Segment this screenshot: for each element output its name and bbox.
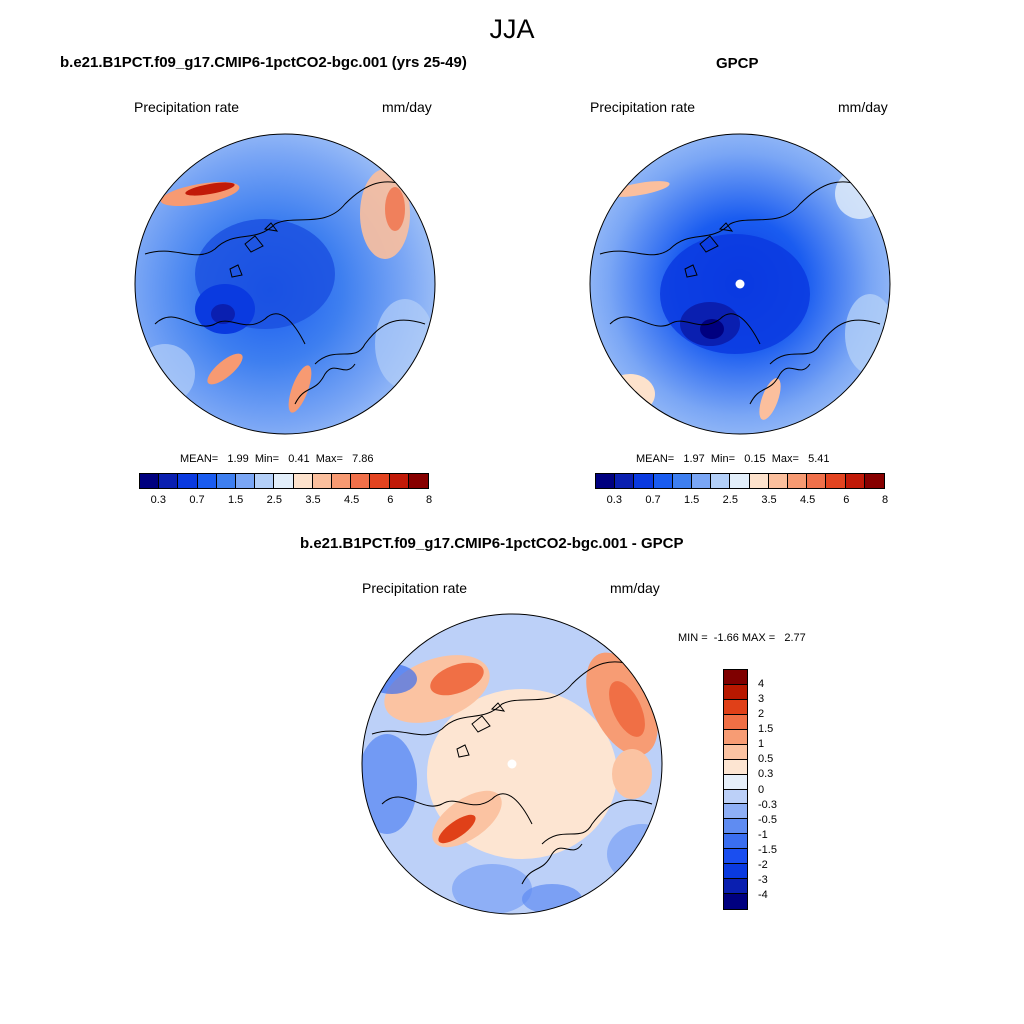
obs-colorbar-tick-label: 6 [843, 494, 850, 506]
obs-polar-map [589, 133, 891, 435]
model-colorbar-cell [293, 474, 313, 488]
obs-colorbar-cell [788, 474, 808, 488]
diff-colorbar-cell [724, 879, 747, 895]
model-colorbar-cell [159, 474, 179, 488]
obs-colorbar-cell [692, 474, 712, 488]
model-colorbar-tick-label: 4.5 [344, 494, 360, 506]
diff-colorbar-cell [724, 729, 747, 745]
model-colorbar-tick-label: 1.5 [228, 494, 244, 506]
obs-colorbar-cell [730, 474, 750, 488]
diff-colorbar-tick-label: 2 [758, 708, 765, 721]
diff-colorbar-tick-label: -1.5 [758, 843, 777, 856]
diff-colorbar-cell [724, 744, 747, 760]
obs-colorbar-tick-label: 4.5 [800, 494, 816, 506]
diff-colorbar-cell [724, 699, 747, 715]
diff-colorbar-tick-label: -3 [758, 873, 768, 886]
diff-units-label: mm/day [610, 580, 660, 596]
diff-colorbar-cell [724, 789, 747, 805]
obs-colorbar-cell [826, 474, 846, 488]
obs-colorbar-cell [653, 474, 673, 488]
diff-colorbar-cell [724, 894, 747, 909]
obs-colorbar-tick-label: 2.5 [722, 494, 738, 506]
diff-polar-map [361, 613, 663, 915]
model-polar-map [134, 133, 436, 435]
diff-colorbar-cell [724, 834, 747, 850]
obs-colorbar-cell [634, 474, 654, 488]
model-colorbar-cell [274, 474, 294, 488]
obs-colorbar-ticks: 0.3 0.7 1.5 2.5 3.5 4.5 6 8 [595, 494, 889, 508]
model-colorbar-cell [255, 474, 275, 488]
obs-colorbar-cell [615, 474, 635, 488]
model-colorbar-cell [197, 474, 217, 488]
diff-colorbar-tick-label: 0 [758, 783, 765, 796]
model-colorbar-cell [178, 474, 198, 488]
diff-colorbar-cell [724, 684, 747, 700]
diff-colorbar-cell [724, 804, 747, 820]
obs-colorbar-tick-label: 1.5 [684, 494, 700, 506]
diff-colorbar-cell [724, 759, 747, 775]
model-colorbar-tick-label: 2.5 [266, 494, 282, 506]
obs-colorbar-cell [768, 474, 788, 488]
diff-minmax-text: MIN = -1.66 MAX = 2.77 [678, 632, 806, 644]
diff-colorbar-ticks: -4 -3 -2 -1.5 -1 -0.5 -0.3 0 0.3 0.5 1 1.5 2 3 4 [758, 669, 798, 910]
diff-colorbar-tick-label: -4 [758, 888, 768, 901]
model-colorbar-cell [312, 474, 332, 488]
model-colorbar-tick-label: 0.7 [189, 494, 205, 506]
obs-variable-label: Precipitation rate [590, 99, 696, 115]
model-colorbar-tick-label: 8 [425, 494, 433, 506]
obs-units-label: mm/day [838, 99, 888, 115]
diff-colorbar-tick-label: -0.3 [758, 798, 777, 811]
model-colorbar-cell [216, 474, 236, 488]
figure-season-title: JJA [489, 14, 535, 44]
model-colorbar-cell [332, 474, 352, 488]
obs-colorbar-cell [864, 474, 884, 488]
model-stats-text: MEAN= 1.99 Min= 0.41 Max= 7.86 [180, 453, 374, 465]
diff-colorbar-cell [724, 819, 747, 835]
diff-colorbar-tick-label: 4 [758, 678, 765, 691]
model-units-label: mm/day [382, 99, 432, 115]
diff-colorbar-tick-label: -1 [758, 828, 768, 841]
obs-colorbar-tick-label: 0.3 [606, 494, 622, 506]
obs-colorbar-cell [749, 474, 769, 488]
diff-colorbar-tick-label: 1 [758, 738, 765, 751]
model-colorbar-tick-label: 0.3 [150, 494, 166, 506]
diff-colorbar-tick-label: -2 [758, 858, 768, 871]
obs-colorbar-cell [672, 474, 692, 488]
diff-panel-title: b.e21.B1PCT.f09_g17.CMIP6-1pctCO2-bgc.00… [300, 535, 684, 552]
diff-colorbar-tick-label: 0.5 [758, 753, 774, 766]
diff-colorbar-cell [724, 714, 747, 730]
model-colorbar-cell [370, 474, 390, 488]
obs-colorbar-tick-label: 3.5 [761, 494, 777, 506]
obs-colorbar-tick-label: 8 [881, 494, 889, 506]
model-panel-title: b.e21.B1PCT.f09_g17.CMIP6-1pctCO2-bgc.00… [60, 54, 467, 71]
obs-stats-text: MEAN= 1.97 Min= 0.15 Max= 5.41 [636, 453, 830, 465]
diff-colorbar [723, 669, 748, 910]
diff-colorbar-tick-label: 3 [758, 693, 765, 706]
diff-colorbar-cell [724, 774, 747, 790]
diff-colorbar-tick-label: -0.5 [758, 813, 777, 826]
diff-colorbar-cell [724, 864, 747, 880]
diff-colorbar-cell [724, 849, 747, 865]
diff-colorbar-tick-label: 0.3 [758, 768, 774, 781]
obs-colorbar [595, 473, 885, 489]
obs-panel-title: GPCP [716, 55, 759, 72]
model-colorbar-cell [351, 474, 371, 488]
diff-colorbar-cell [724, 670, 747, 685]
diff-colorbar-tick-label: 1.5 [758, 723, 774, 736]
diff-variable-label: Precipitation rate [362, 580, 468, 596]
model-colorbar-cell [408, 474, 428, 488]
model-colorbar-ticks: 0.3 0.7 1.5 2.5 3.5 4.5 6 8 [139, 494, 433, 508]
model-colorbar-cell [236, 474, 256, 488]
model-colorbar-cell [389, 474, 409, 488]
obs-colorbar-cell [845, 474, 865, 488]
obs-colorbar-cell [807, 474, 827, 488]
obs-colorbar-tick-label: 0.7 [645, 494, 661, 506]
obs-colorbar-cell [596, 474, 616, 488]
model-colorbar [139, 473, 429, 489]
obs-colorbar-cell [711, 474, 731, 488]
model-colorbar-cell [140, 474, 160, 488]
model-colorbar-tick-label: 3.5 [305, 494, 321, 506]
model-colorbar-tick-label: 6 [387, 494, 394, 506]
model-variable-label: Precipitation rate [134, 99, 240, 115]
